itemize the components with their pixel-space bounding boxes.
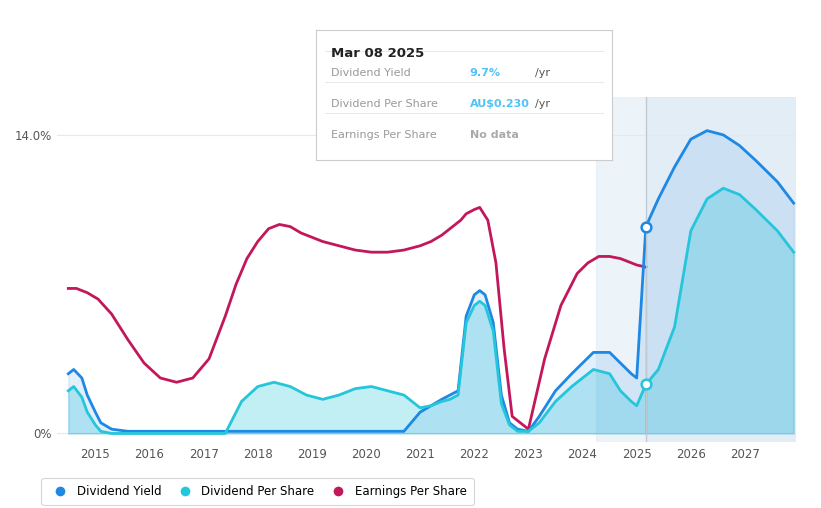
Text: /yr: /yr (534, 68, 550, 78)
Text: No data: No data (470, 131, 519, 140)
Legend: Dividend Yield, Dividend Per Share, Earnings Per Share: Dividend Yield, Dividend Per Share, Earn… (41, 478, 474, 505)
Bar (596, 97, 646, 442)
Bar (646, 97, 796, 442)
Text: AU$0.230: AU$0.230 (470, 100, 530, 109)
Text: Dividend Per Share: Dividend Per Share (331, 100, 438, 109)
Text: /yr: /yr (534, 100, 550, 109)
Text: Earnings Per Share: Earnings Per Share (331, 131, 437, 140)
Text: 9.7%: 9.7% (470, 68, 501, 78)
Text: Dividend Yield: Dividend Yield (331, 68, 410, 78)
Text: Mar 08 2025: Mar 08 2025 (331, 47, 424, 60)
